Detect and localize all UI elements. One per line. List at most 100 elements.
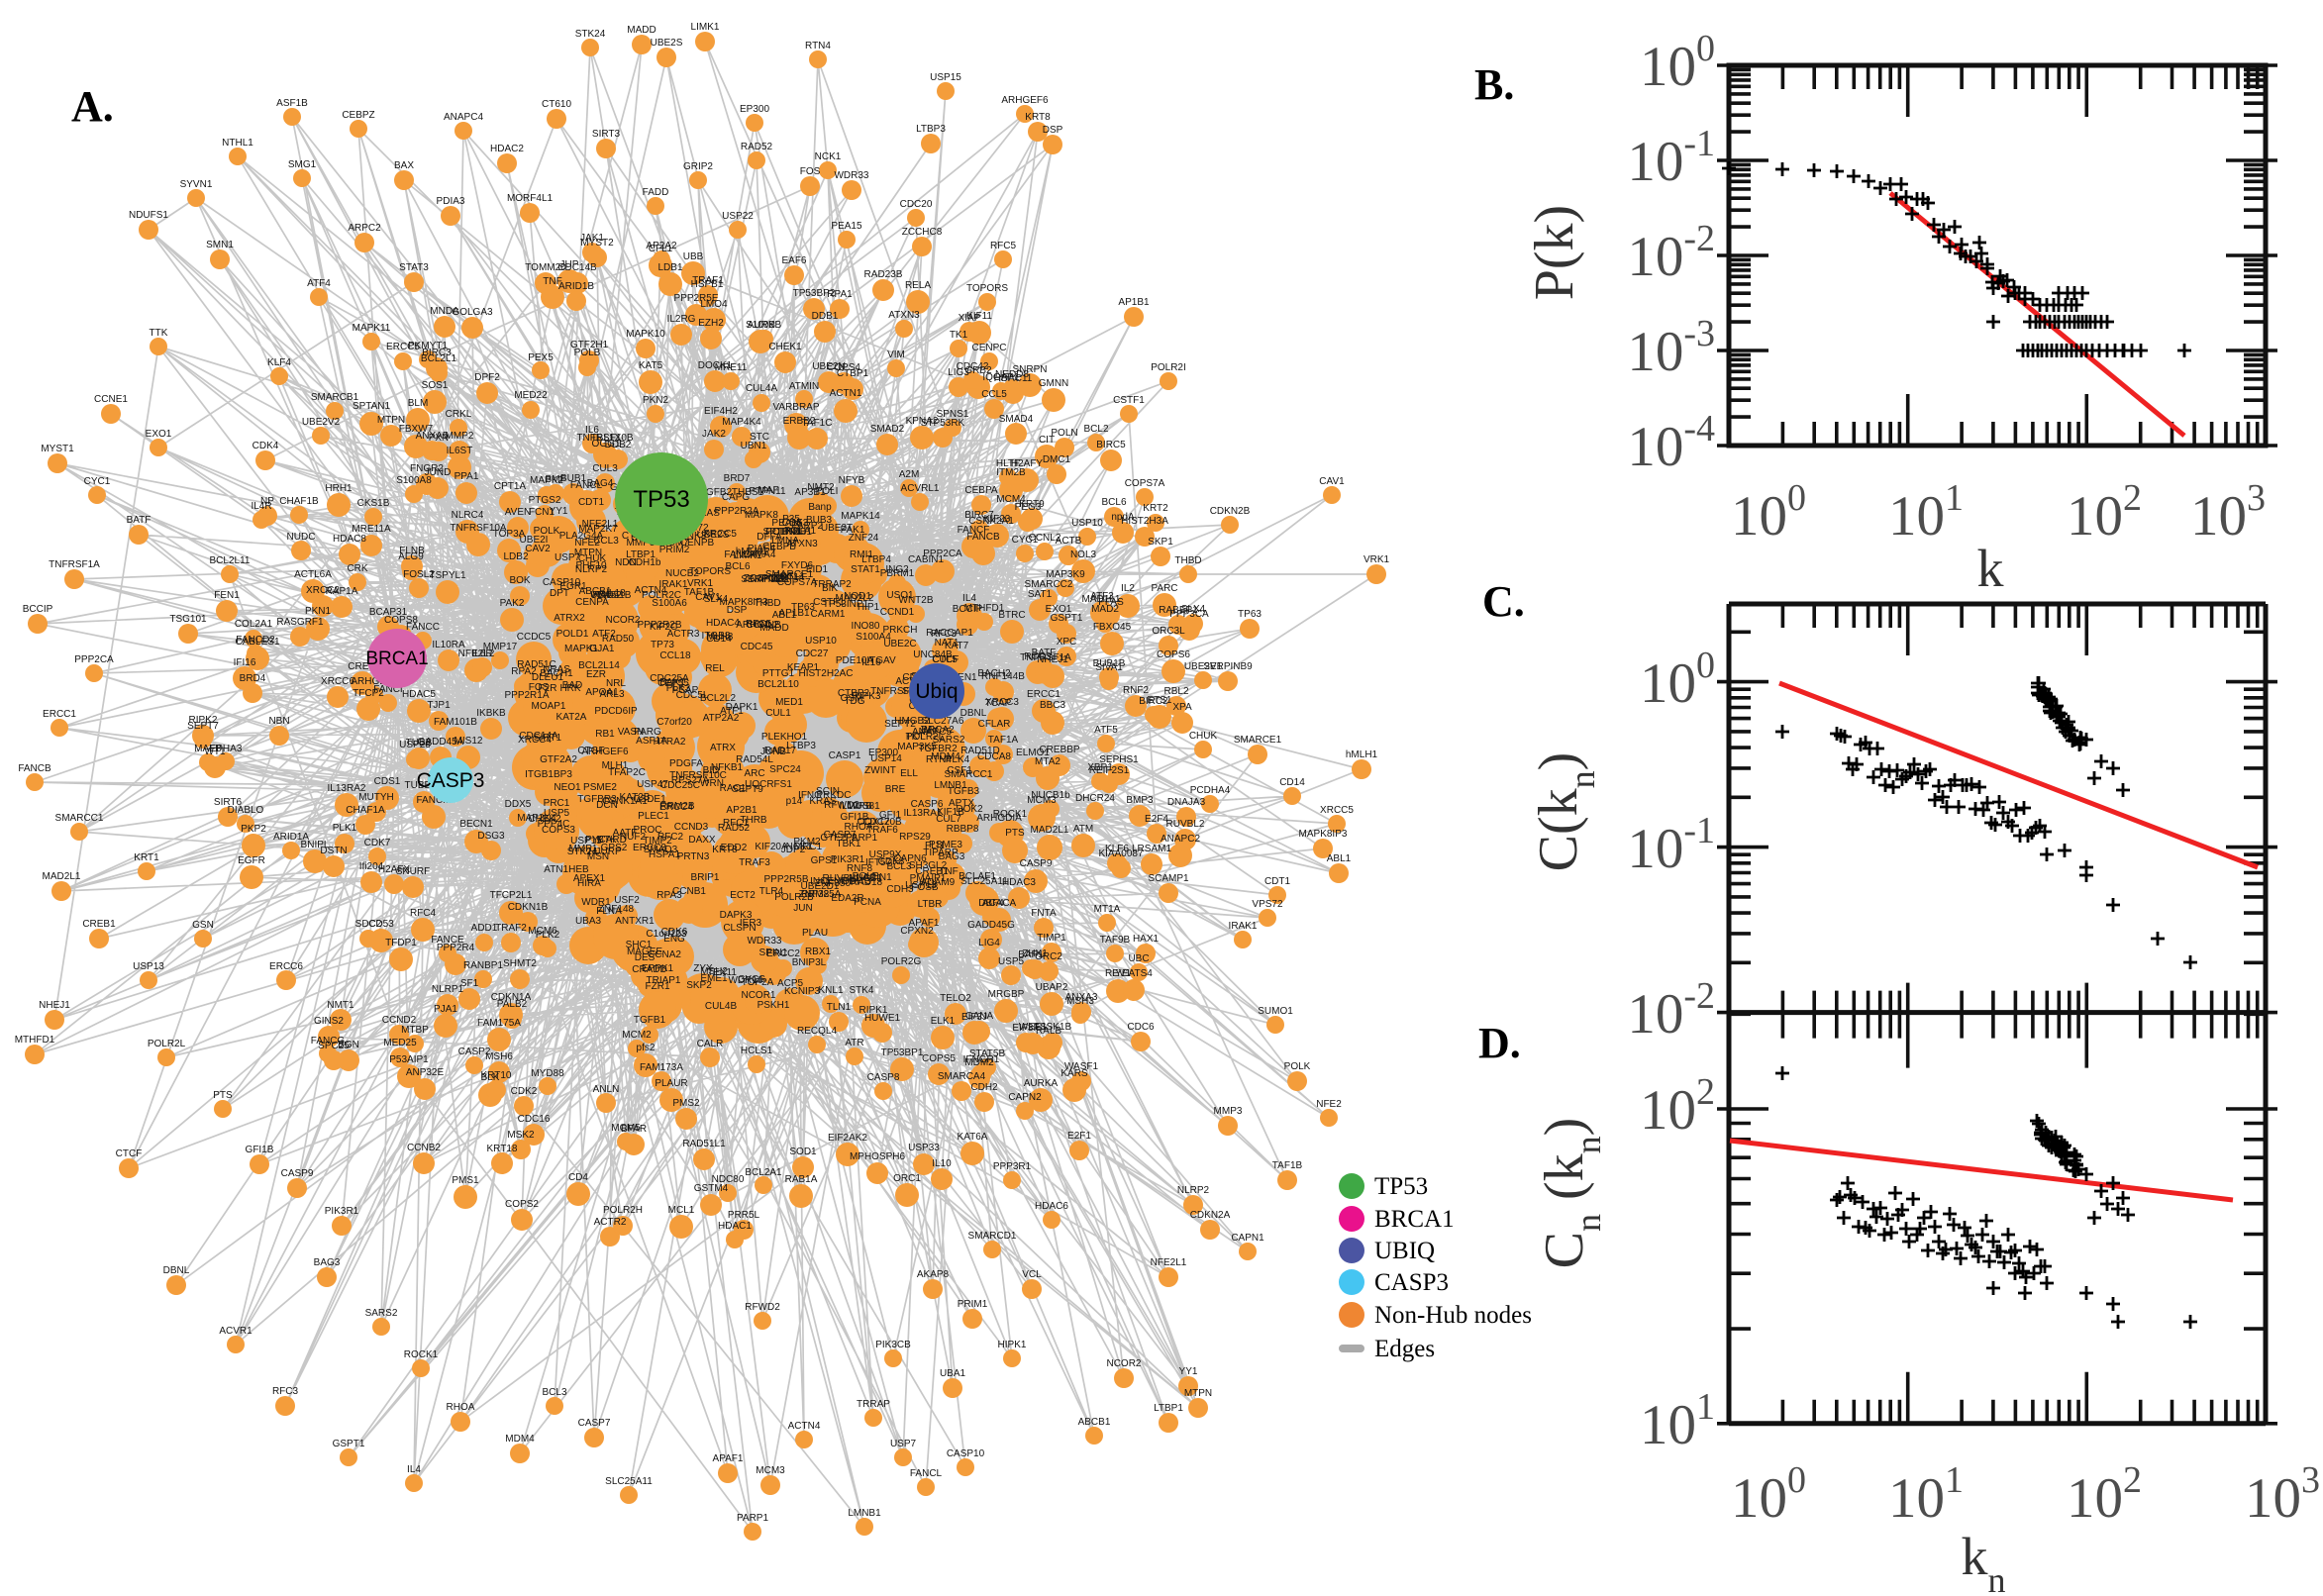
svg-text:CALR: CALR: [697, 1039, 724, 1049]
svg-text:POLR2H: POLR2H: [603, 1205, 643, 1216]
svg-text:RBL2: RBL2: [1163, 686, 1188, 697]
svg-text:SEPHS1: SEPHS1: [1099, 754, 1139, 765]
svg-text:RBX1: RBX1: [805, 947, 832, 957]
svg-text:WDR1: WDR1: [581, 897, 611, 908]
svg-text:RPA1: RPA1: [827, 289, 853, 300]
svg-text:XPA: XPA: [1172, 702, 1192, 713]
svg-text:SMARCB1: SMARCB1: [311, 392, 359, 403]
svg-text:POLH: POLH: [761, 573, 788, 584]
svg-text:ITGAV: ITGAV: [866, 655, 896, 666]
svg-text:BAK1: BAK1: [659, 677, 685, 688]
svg-text:INCENP: INCENP: [810, 876, 848, 887]
svg-text:EGR1: EGR1: [559, 581, 587, 592]
svg-text:LIMK1: LIMK1: [691, 22, 720, 33]
svg-text:NCOR1: NCOR1: [741, 990, 775, 1001]
svg-text:RFC3: RFC3: [272, 1386, 299, 1397]
svg-text:IL2: IL2: [1121, 583, 1135, 594]
svg-text:CASP9: CASP9: [281, 1168, 314, 1179]
svg-text:TP53: TP53: [1374, 1173, 1428, 1200]
svg-text:CREB1: CREB1: [82, 919, 116, 930]
svg-text:NAT1: NAT1: [935, 638, 960, 648]
svg-text:GPS2: GPS2: [601, 843, 628, 853]
svg-text:RFC3: RFC3: [931, 629, 958, 640]
svg-text:RPA3: RPA3: [656, 890, 682, 901]
svg-text:BECN1: BECN1: [459, 819, 493, 830]
svg-text:RAD51C: RAD51C: [517, 659, 556, 670]
svg-text:ACTR3: ACTR3: [667, 629, 700, 640]
svg-text:NOL3: NOL3: [1070, 549, 1097, 560]
svg-text:ATP2A2: ATP2A2: [703, 713, 740, 724]
svg-text:VARBRAP: VARBRAP: [772, 402, 819, 413]
svg-text:PIK3CB: PIK3CB: [875, 1340, 911, 1350]
svg-text:MSK2: MSK2: [507, 1130, 535, 1141]
svg-text:HIP1: HIP1: [858, 602, 880, 613]
svg-text:CUL1: CUL1: [765, 708, 791, 719]
svg-text:GFI1: GFI1: [879, 810, 902, 821]
svg-text:FAM175A: FAM175A: [477, 1018, 521, 1029]
svg-text:BBC3: BBC3: [1040, 700, 1066, 711]
svg-text:RFWD2: RFWD2: [745, 1302, 780, 1313]
svg-text:POLR2I: POLR2I: [765, 527, 801, 538]
svg-text:IER3: IER3: [740, 918, 762, 929]
svg-text:CENPC: CENPC: [971, 343, 1006, 353]
svg-text:CREM: CREM: [348, 661, 376, 672]
svg-text:NUF2: NUF2: [620, 832, 647, 843]
svg-text:THBS1: THBS1: [732, 487, 764, 498]
svg-text:PFAS: PFAS: [1098, 597, 1124, 608]
svg-text:CENPA: CENPA: [575, 597, 609, 608]
svg-text:KRT10: KRT10: [481, 1070, 512, 1081]
svg-text:KPNA2: KPNA2: [906, 416, 939, 427]
svg-text:MAPK8: MAPK8: [745, 510, 778, 521]
svg-text:ZNF350: ZNF350: [815, 878, 852, 889]
svg-text:LIMK1: LIMK1: [734, 550, 762, 561]
svg-text:XRCC5: XRCC5: [1320, 805, 1354, 816]
svg-text:PDCD6IP: PDCD6IP: [594, 706, 638, 717]
svg-text:ROCK1: ROCK1: [993, 809, 1028, 820]
svg-text:CASP3: CASP3: [417, 769, 485, 792]
svg-text:ARID1B: ARID1B: [558, 281, 594, 292]
svg-text:SOS1: SOS1: [422, 380, 449, 391]
svg-text:CSTF1: CSTF1: [1113, 395, 1145, 406]
svg-text:KLF6: KLF6: [1105, 844, 1129, 854]
svg-text:POLE: POLE: [853, 871, 879, 882]
svg-text:MAD2L1: MAD2L1: [43, 871, 81, 882]
svg-text:TDG: TDG: [844, 696, 864, 707]
svg-text:pfs2: pfs2: [637, 1043, 656, 1053]
svg-text:USP7: USP7: [555, 552, 581, 563]
svg-text:LTBR: LTBR: [918, 899, 943, 910]
svg-text:SERPINB9: SERPINB9: [1203, 661, 1253, 672]
svg-text:RHOA: RHOA: [447, 1402, 475, 1413]
svg-text:GSN: GSN: [192, 920, 214, 931]
svg-text:COPS4: COPS4: [827, 362, 860, 373]
svg-text:MAPK1: MAPK1: [564, 644, 598, 654]
svg-text:CCNL2: CCNL2: [747, 620, 779, 631]
svg-text:TRAF3: TRAF3: [739, 857, 770, 868]
svg-text:CDC42: CDC42: [957, 361, 989, 372]
svg-text:USP10: USP10: [1071, 518, 1103, 529]
svg-text:CDC14A: CDC14A: [519, 731, 558, 742]
svg-text:MTA2: MTA2: [1035, 756, 1060, 767]
svg-text:STK24: STK24: [575, 29, 606, 40]
svg-text:RRAS: RRAS: [692, 508, 720, 519]
svg-text:APEX1: APEX1: [573, 873, 606, 884]
svg-text:SKP2: SKP2: [686, 980, 712, 991]
svg-text:Ifi204: Ifi204: [359, 861, 384, 872]
svg-text:LDB2: LDB2: [503, 551, 528, 562]
svg-text:CD14: CD14: [706, 634, 732, 645]
svg-text:LTBP4: LTBP4: [861, 554, 891, 565]
svg-text:FLNB: FLNB: [399, 546, 425, 556]
svg-text:SMARCD1: SMARCD1: [968, 1231, 1017, 1242]
svg-text:SPTAN1: SPTAN1: [353, 401, 391, 412]
svg-text:ELK1: ELK1: [931, 1016, 956, 1027]
svg-text:GRIP2: GRIP2: [683, 161, 713, 172]
svg-text:FANCF: FANCF: [958, 525, 990, 536]
svg-text:ZNF385A: ZNF385A: [799, 889, 842, 900]
svg-text:CUL4A: CUL4A: [746, 383, 778, 394]
svg-text:STAT3: STAT3: [399, 262, 429, 273]
svg-text:GANA: GANA: [965, 1011, 994, 1022]
svg-text:CYCS: CYCS: [738, 974, 765, 985]
svg-text:KRT8: KRT8: [1025, 112, 1051, 123]
svg-text:SMARCC1: SMARCC1: [55, 813, 104, 824]
svg-text:PLK1: PLK1: [333, 823, 357, 834]
svg-text:TRRAP: TRRAP: [857, 1399, 890, 1410]
